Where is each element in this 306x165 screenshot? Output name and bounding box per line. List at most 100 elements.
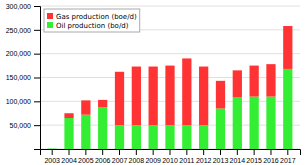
y-tick: 200,000 <box>6 50 40 57</box>
bar <box>81 115 90 149</box>
x-tick: 2014 <box>230 149 246 164</box>
chart: 50,000 100,000 150,000 200,000 250,000 300,00… <box>0 0 306 165</box>
x-tick: 2013 <box>213 149 229 164</box>
grid <box>40 6 300 149</box>
bar <box>233 98 242 149</box>
y-axis: 50,000 100,000 150,000 200,000 250,000 300,00… <box>6 3 41 150</box>
y-tick-mark <box>34 125 40 126</box>
y-tick-mark <box>34 78 40 79</box>
x-tick-label: 2014 <box>230 157 246 164</box>
x-tick-mark <box>102 149 103 155</box>
grid-line <box>40 6 300 7</box>
y-tick: 50,000 <box>10 122 40 129</box>
x-tick-label: 2003 <box>44 157 60 164</box>
x-tick-mark <box>52 149 53 155</box>
legend-frame <box>44 9 140 32</box>
x-tick: 2017 <box>280 149 296 164</box>
x-tick: 2006 <box>95 149 111 164</box>
x-tick-mark <box>254 149 255 155</box>
x-tick-mark <box>153 149 154 155</box>
x-tick-mark <box>119 149 120 155</box>
x-tick-label: 2006 <box>95 157 111 164</box>
x-tick-label: 2013 <box>213 157 229 164</box>
x-tick: 2008 <box>129 149 145 164</box>
legend-label: Gas production (boe/d) <box>56 13 137 21</box>
x-tick: 2009 <box>145 149 161 164</box>
y-tick-mark <box>34 101 40 102</box>
y-tick-label: 200,000 <box>6 50 31 57</box>
bar <box>216 81 225 109</box>
y-tick-mark <box>34 54 40 55</box>
x-tick-mark <box>186 149 187 155</box>
bar <box>165 125 174 149</box>
x-tick-label: 2016 <box>263 157 279 164</box>
x-tick-label: 2012 <box>196 157 212 164</box>
bar <box>132 125 141 149</box>
bar <box>283 26 292 69</box>
bar <box>98 107 107 149</box>
y-tick: 100,000 <box>6 98 40 105</box>
x-tick-mark <box>136 149 137 155</box>
bar <box>48 148 57 149</box>
legend-item: Gas production (boe/d) <box>47 13 137 21</box>
bar <box>64 113 73 118</box>
bar <box>266 64 275 96</box>
x-tick: 2012 <box>196 149 212 164</box>
x-tick-label: 2008 <box>129 157 145 164</box>
x-tick: 2016 <box>263 149 279 164</box>
x-tick-label: 2009 <box>145 157 161 164</box>
bar <box>199 67 208 126</box>
bar <box>132 67 141 126</box>
bar <box>283 69 292 149</box>
y-tick-label: 50,000 <box>10 122 32 129</box>
bar <box>199 125 208 149</box>
x-axis: 2003200420052006200720082009201020112012… <box>41 149 301 164</box>
legend: Gas production (boe/d)Oil production (bo… <box>44 9 140 32</box>
bar <box>182 58 191 125</box>
legend-label: Oil production (bo/d) <box>56 22 129 30</box>
x-tick: 2004 <box>61 149 77 164</box>
x-tick-mark <box>170 149 171 155</box>
legend-swatch <box>47 22 53 28</box>
x-tick: 2011 <box>179 149 194 164</box>
x-tick: 2015 <box>246 149 262 164</box>
bar <box>250 66 259 97</box>
x-tick: 2007 <box>112 149 128 164</box>
y-tick: 300,000 <box>6 3 40 10</box>
x-tick: 2005 <box>78 149 94 164</box>
y-tick-label: 250,000 <box>6 27 31 34</box>
x-tick-label: 2017 <box>280 157 296 164</box>
bar <box>165 66 174 126</box>
y-axis-line <box>34 7 41 150</box>
x-tick-label: 2007 <box>112 157 128 164</box>
bar <box>266 97 275 149</box>
x-tick: 2010 <box>162 149 178 164</box>
y-tick-label: 300,000 <box>6 3 31 10</box>
x-tick-label: 2005 <box>78 157 94 164</box>
x-tick-mark <box>85 149 86 155</box>
grid-line <box>40 53 300 54</box>
y-tick: 250,000 <box>6 27 40 34</box>
bar <box>48 148 57 149</box>
bar <box>233 70 242 97</box>
legend-item: Oil production (bo/d) <box>47 22 129 30</box>
bar <box>115 72 124 125</box>
bar <box>149 67 158 126</box>
x-tick-label: 2010 <box>162 157 178 164</box>
bar <box>149 125 158 149</box>
x-tick-mark <box>203 149 204 155</box>
y-tick-mark <box>34 149 40 150</box>
x-tick: 2003 <box>44 149 60 164</box>
x-tick-mark <box>287 149 288 155</box>
y-tick-mark <box>34 6 40 7</box>
bar <box>115 125 124 149</box>
y-tick <box>34 149 40 150</box>
bars <box>48 26 293 149</box>
x-tick-mark <box>220 149 221 155</box>
bar <box>216 108 225 149</box>
bar <box>98 100 107 107</box>
legend-swatch <box>47 13 53 19</box>
bar <box>64 118 73 149</box>
y-tick: 150,000 <box>6 74 40 81</box>
bar <box>250 97 259 149</box>
